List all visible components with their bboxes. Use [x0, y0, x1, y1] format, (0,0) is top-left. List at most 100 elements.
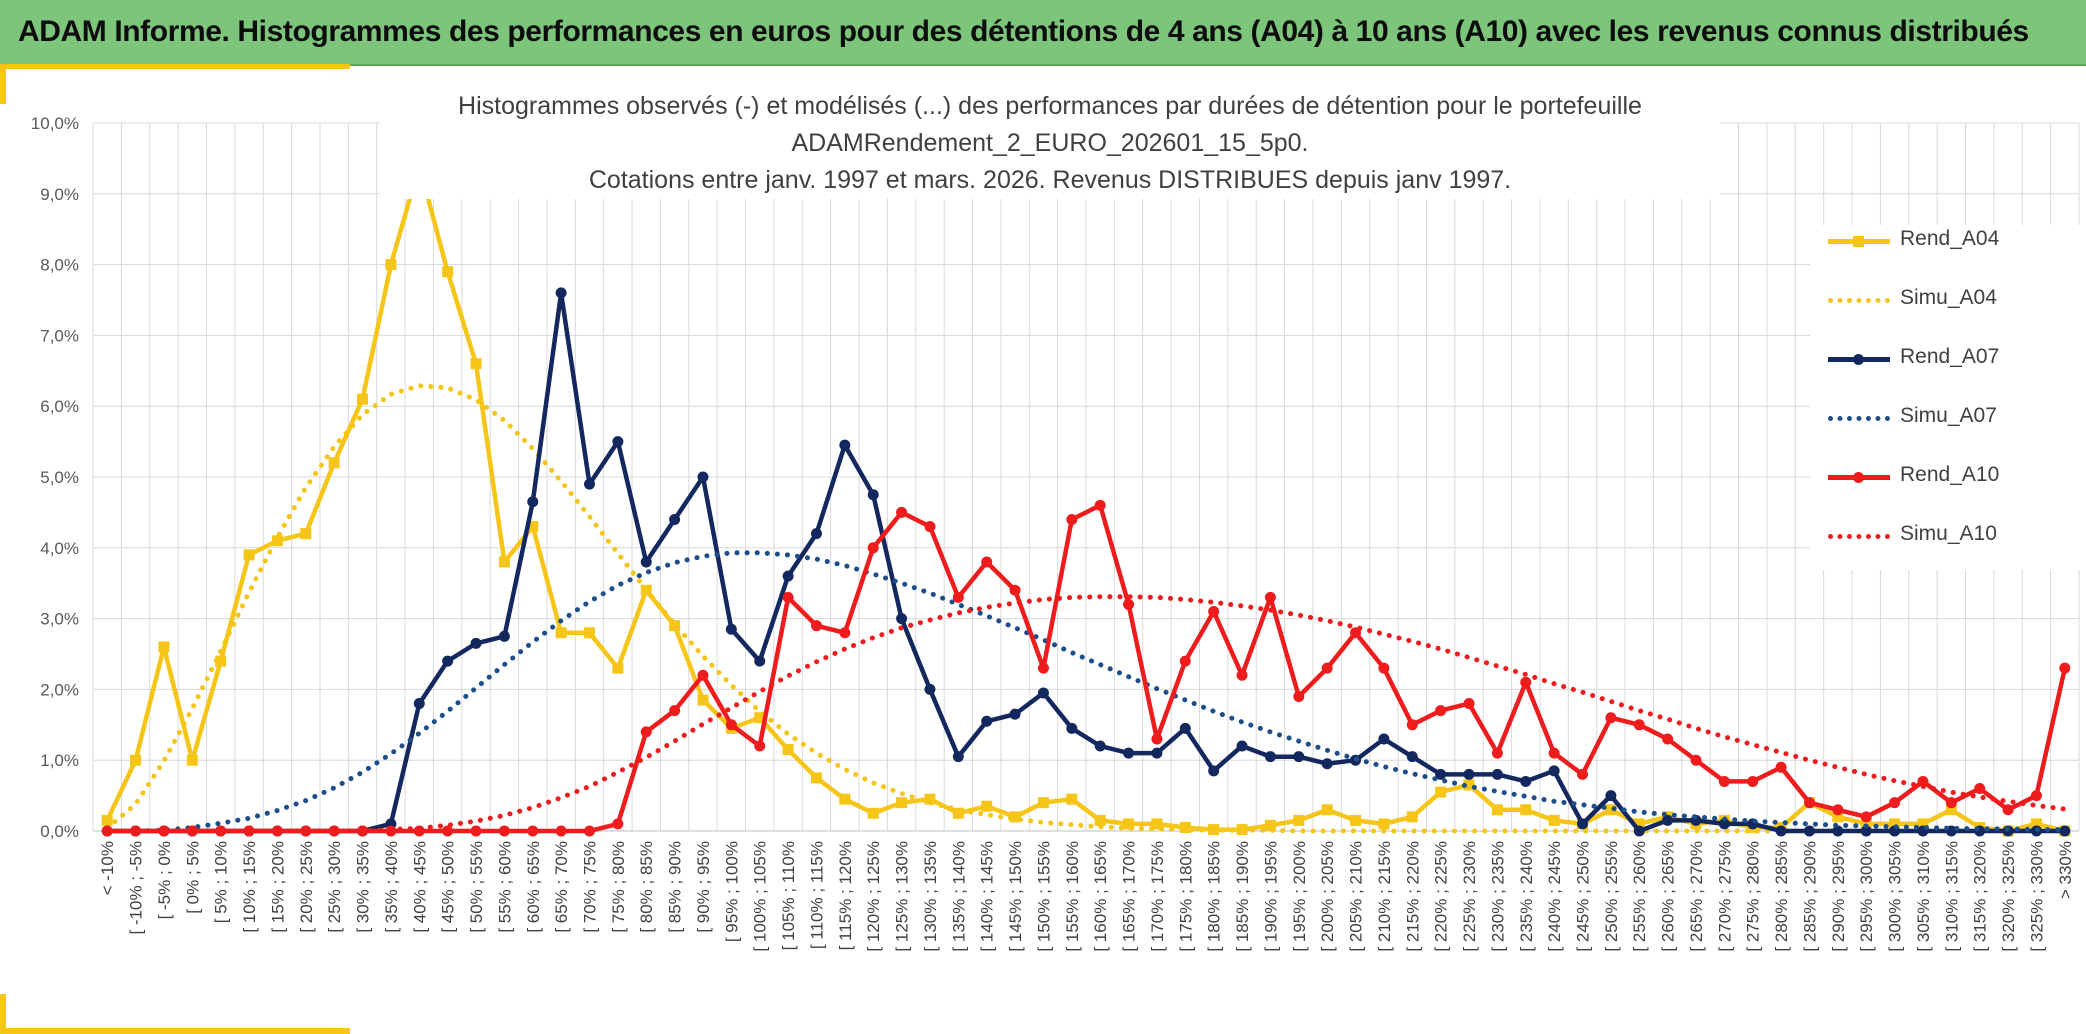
data-point [1293, 751, 1305, 763]
y-tick-label: 4,0% [40, 539, 79, 558]
data-point [1548, 765, 1560, 777]
x-tick-label: [ 260% ; 265% [1659, 841, 1678, 952]
data-point [1435, 768, 1447, 780]
data-point [754, 655, 766, 667]
data-point [1803, 825, 1815, 837]
legend-marker [1853, 236, 1864, 247]
x-tick-label: [ 85% ; 90% [666, 841, 685, 933]
x-tick-label: [ 60% ; 65% [524, 841, 543, 933]
data-point [697, 694, 709, 706]
x-tick-label: [ 155% ; 160% [1063, 841, 1082, 952]
x-tick-label: [ 40% ; 45% [410, 841, 429, 933]
data-point [2002, 804, 2014, 816]
data-point [328, 825, 340, 837]
data-point [924, 683, 936, 695]
data-point [158, 825, 170, 837]
x-tick-label: [ 10% ; 15% [240, 841, 259, 933]
data-point [1548, 747, 1560, 759]
data-point [1633, 719, 1645, 731]
data-point [1520, 804, 1532, 816]
data-point [1406, 751, 1418, 763]
data-point [1577, 768, 1588, 780]
data-point [1889, 797, 1901, 809]
x-tick-label: [ 125% ; 130% [893, 841, 912, 952]
data-point [924, 521, 936, 533]
data-point [810, 528, 822, 540]
data-point [754, 740, 766, 752]
data-point [527, 521, 539, 533]
data-point [896, 506, 908, 518]
x-tick-label: [ 270% ; 275% [1715, 841, 1734, 952]
data-point [1520, 775, 1532, 787]
data-point [1577, 818, 1588, 830]
data-point [1718, 775, 1730, 787]
x-tick-label: [ 70% ; 75% [581, 841, 600, 933]
data-point [1094, 499, 1106, 511]
x-tick-label: [ 325% ; 330% [2027, 841, 2046, 952]
data-point [1491, 768, 1503, 780]
data-point [186, 825, 198, 837]
x-tick-label: [ 50% ; 55% [467, 841, 486, 933]
data-point [243, 549, 255, 561]
chart-title-line-1: Histogrammes observés (-) et modélisés (… [458, 92, 1642, 120]
x-tick-label: [ 25% ; 30% [325, 841, 344, 933]
data-point [1293, 690, 1305, 702]
x-tick-label: [ 160% ; 165% [1091, 841, 1110, 952]
data-point [1406, 811, 1418, 823]
y-tick-label: 9,0% [40, 185, 79, 204]
x-tick-label: [ 210% ; 215% [1375, 841, 1394, 952]
data-point [1662, 733, 1674, 745]
x-tick-label: [ 105% ; 110% [779, 841, 798, 950]
data-point [839, 793, 851, 805]
x-tick-label: [ 55% ; 60% [495, 841, 514, 933]
legend-label: Simu_A10 [1900, 522, 1997, 545]
data-point [867, 542, 879, 554]
data-point [1321, 804, 1333, 816]
data-point [725, 719, 737, 731]
y-tick-label: 7,0% [40, 326, 79, 345]
data-point [839, 627, 851, 639]
data-point [1236, 740, 1248, 752]
data-point [867, 489, 879, 501]
data-point [1066, 722, 1078, 734]
data-point [1378, 818, 1390, 830]
chart-title: Histogrammes observés (-) et modélisés (… [380, 88, 1720, 199]
data-point [555, 825, 567, 837]
data-point [498, 825, 510, 837]
y-tick-label: 10,0% [31, 114, 79, 133]
data-point [1917, 775, 1929, 787]
data-point [1832, 825, 1844, 837]
frame-accent-left-bottom [0, 994, 6, 1034]
y-tick-label: 1,0% [40, 751, 79, 770]
data-point [1860, 825, 1872, 837]
x-tick-label: [ 290% ; 295% [1829, 841, 1848, 952]
data-point [1179, 821, 1191, 833]
data-point [1605, 804, 1617, 816]
x-tick-label: [ 95% ; 100% [722, 841, 741, 942]
x-tick-label: [ 200% ; 205% [1318, 841, 1337, 952]
data-point [271, 535, 283, 547]
data-point [1094, 740, 1106, 752]
data-point [1009, 811, 1021, 823]
x-tick-label: [ 170% ; 175% [1148, 841, 1167, 952]
x-tick-label: [ 150% ; 155% [1034, 841, 1053, 952]
data-point [952, 807, 964, 819]
data-point [1605, 712, 1617, 724]
x-tick-label: [ 240% ; 245% [1545, 841, 1564, 952]
data-point [470, 637, 482, 649]
x-tick-label: [ 180% ; 185% [1205, 841, 1224, 952]
chart-title-line-3: Cotations entre janv. 1997 et mars. 2026… [588, 166, 1512, 194]
data-point [754, 712, 766, 724]
data-point [584, 478, 595, 490]
data-point [1378, 662, 1390, 674]
series-simu_a07 [104, 550, 2068, 834]
data-point [612, 662, 624, 674]
data-point [442, 655, 454, 667]
data-point [1747, 775, 1759, 787]
x-tick-label: [ 80% ; 85% [637, 841, 656, 933]
data-point [555, 627, 567, 639]
data-point [1123, 747, 1135, 759]
data-point [1179, 722, 1191, 734]
data-point [2030, 818, 2042, 830]
chart-series [101, 159, 2071, 837]
